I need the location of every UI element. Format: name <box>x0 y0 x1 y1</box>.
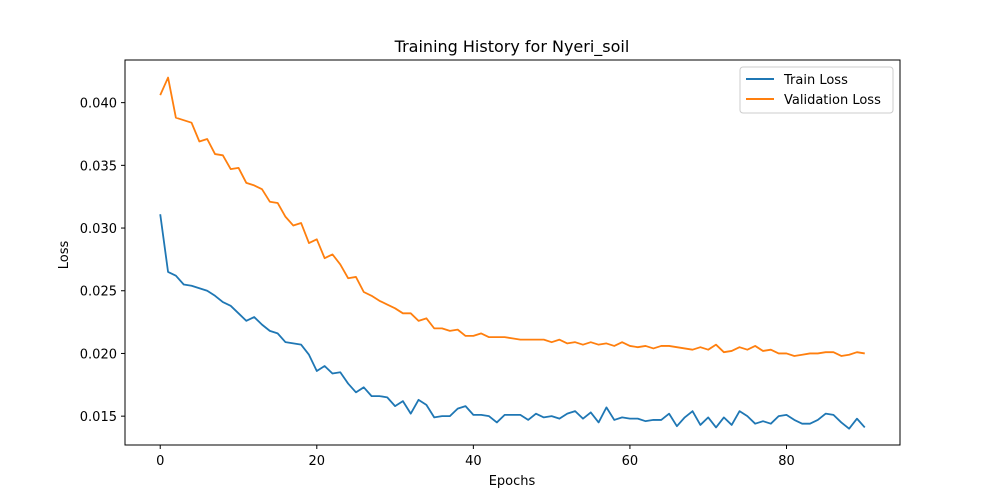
series-line-train-loss <box>159 214 866 430</box>
y-tick-label: 0.040 <box>80 97 117 112</box>
legend-label-train-loss: Train Loss <box>783 73 848 88</box>
x-tick-label: 0 <box>156 454 164 469</box>
chart-title: Training History for Nyeri_soil <box>394 37 630 57</box>
x-axis-label: Epochs <box>489 474 536 489</box>
x-tick-label: 80 <box>778 454 795 469</box>
y-axis: 0.015 0.020 0.025 0.030 0.035 0.040 <box>80 97 125 425</box>
plot-lines <box>159 76 866 430</box>
y-tick-label: 0.035 <box>80 159 117 174</box>
y-tick-label: 0.030 <box>80 222 117 237</box>
plot-area-frame <box>124 59 901 446</box>
series-line-validation-loss <box>159 76 865 357</box>
x-tick-label: 40 <box>465 454 482 469</box>
legend: Train Loss Validation Loss <box>739 66 894 114</box>
x-axis: 0 20 40 60 80 <box>156 445 795 469</box>
x-tick-label: 20 <box>309 454 326 469</box>
legend-box <box>739 66 894 114</box>
y-tick-label: 0.020 <box>80 347 117 362</box>
y-tick-label: 0.025 <box>80 285 117 300</box>
y-tick-label: 0.015 <box>80 410 117 425</box>
y-axis-label: Loss <box>57 241 72 270</box>
x-tick-label: 60 <box>622 454 639 469</box>
legend-label-validation-loss: Validation Loss <box>784 93 881 108</box>
